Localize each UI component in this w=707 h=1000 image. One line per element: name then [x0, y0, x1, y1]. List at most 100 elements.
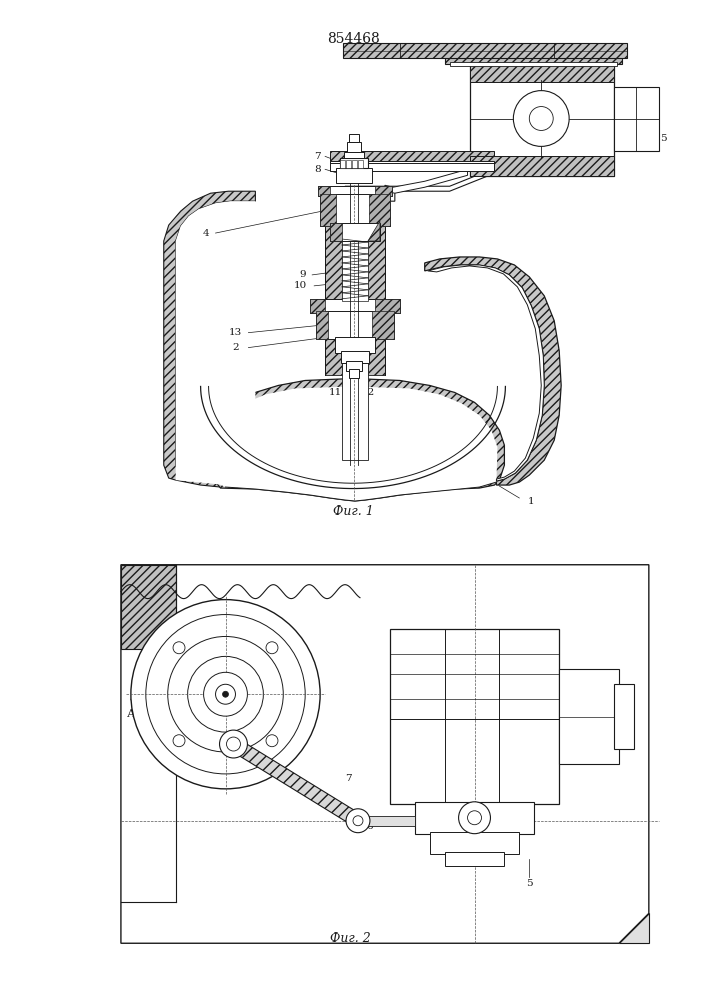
Bar	[415, 802, 534, 834]
Bar	[310, 299, 400, 313]
Text: 7: 7	[314, 152, 320, 161]
Bar	[559, 669, 619, 764]
Bar	[330, 223, 380, 241]
Circle shape	[354, 817, 362, 825]
Polygon shape	[428, 265, 544, 481]
Text: А: А	[127, 709, 135, 719]
Bar	[316, 311, 394, 339]
Bar	[469, 156, 614, 176]
Bar	[330, 151, 494, 163]
Circle shape	[530, 107, 553, 130]
Bar	[335, 337, 375, 353]
Circle shape	[353, 816, 363, 826]
Polygon shape	[619, 913, 649, 943]
Circle shape	[220, 730, 247, 758]
Polygon shape	[368, 221, 380, 241]
Circle shape	[187, 656, 263, 732]
Bar	[445, 852, 504, 866]
Text: 8: 8	[314, 165, 320, 174]
Text: 10: 10	[293, 281, 307, 290]
Circle shape	[266, 735, 278, 747]
Bar	[340, 158, 368, 168]
Polygon shape	[372, 311, 394, 339]
Bar	[469, 62, 614, 176]
Bar	[340, 160, 345, 168]
Polygon shape	[320, 194, 336, 226]
Polygon shape	[345, 166, 499, 201]
Bar	[341, 351, 369, 363]
Polygon shape	[318, 186, 330, 196]
Text: 7: 7	[345, 774, 351, 783]
Polygon shape	[325, 191, 342, 375]
Polygon shape	[375, 299, 400, 313]
Circle shape	[173, 642, 185, 654]
Polygon shape	[375, 186, 392, 196]
Bar	[450, 62, 617, 66]
Circle shape	[168, 636, 284, 752]
Text: 1: 1	[528, 497, 534, 506]
Bar	[346, 361, 362, 371]
Circle shape	[266, 642, 278, 654]
Polygon shape	[121, 565, 176, 709]
Circle shape	[173, 735, 185, 747]
Bar	[346, 160, 351, 168]
Text: 854468: 854468	[327, 32, 380, 46]
Polygon shape	[369, 194, 390, 226]
Polygon shape	[164, 191, 255, 488]
Bar	[445, 46, 622, 64]
Circle shape	[204, 672, 247, 716]
Text: 4: 4	[202, 229, 209, 238]
Bar	[318, 186, 392, 196]
Polygon shape	[208, 378, 504, 501]
Polygon shape	[176, 201, 255, 488]
Bar	[347, 142, 361, 152]
Bar	[358, 160, 363, 168]
Polygon shape	[368, 191, 385, 375]
Polygon shape	[425, 257, 561, 485]
Text: Фиг. 2: Фиг. 2	[329, 932, 370, 945]
Circle shape	[459, 802, 491, 834]
Bar	[320, 194, 390, 226]
Polygon shape	[330, 223, 342, 241]
Bar	[344, 152, 364, 158]
Bar	[390, 629, 559, 804]
Bar	[614, 684, 634, 749]
Bar	[430, 832, 520, 854]
Bar	[343, 43, 627, 58]
Bar	[469, 62, 614, 82]
Polygon shape	[121, 565, 649, 943]
Text: 5: 5	[660, 134, 667, 143]
Text: 6: 6	[367, 822, 373, 831]
Circle shape	[346, 809, 370, 833]
Bar	[342, 186, 368, 460]
Circle shape	[348, 811, 368, 831]
Text: 5: 5	[526, 879, 532, 888]
Text: А: А	[296, 709, 305, 719]
Bar	[349, 369, 359, 378]
Bar	[336, 168, 372, 183]
Text: 11: 11	[329, 388, 341, 397]
Bar	[342, 241, 368, 301]
Polygon shape	[230, 738, 362, 827]
Polygon shape	[385, 169, 467, 193]
Bar	[352, 160, 357, 168]
Bar	[330, 161, 494, 171]
Polygon shape	[316, 311, 328, 339]
Text: 2: 2	[232, 343, 239, 352]
Polygon shape	[310, 299, 325, 313]
Text: 9: 9	[299, 270, 305, 279]
Circle shape	[131, 600, 320, 789]
Text: Фиг. 1: Фиг. 1	[332, 505, 373, 518]
Bar	[366, 816, 415, 826]
Circle shape	[146, 615, 305, 774]
Text: 12: 12	[361, 388, 375, 397]
Circle shape	[223, 691, 228, 697]
Circle shape	[226, 737, 240, 751]
Circle shape	[467, 811, 481, 825]
Text: 13: 13	[229, 328, 242, 337]
Circle shape	[216, 684, 235, 704]
Bar	[614, 87, 659, 151]
Polygon shape	[211, 386, 498, 501]
Bar	[349, 134, 359, 142]
Circle shape	[513, 91, 569, 146]
